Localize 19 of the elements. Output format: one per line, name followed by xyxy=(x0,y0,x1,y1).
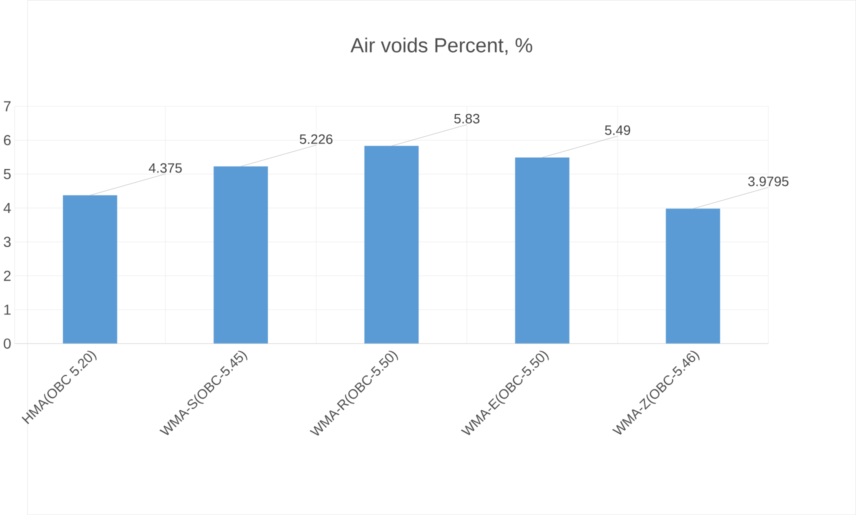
bar xyxy=(666,208,720,344)
y-tick-label: 0 xyxy=(4,338,11,349)
data-label: 4.375 xyxy=(148,163,182,173)
y-tick-label: 4 xyxy=(4,203,11,214)
y-tick-label: 7 xyxy=(4,101,11,112)
y-tick-label: 5 xyxy=(4,169,11,180)
data-label: 5.49 xyxy=(605,126,630,136)
bar xyxy=(515,158,570,344)
data-label: 5.226 xyxy=(300,134,332,144)
y-tick-label: 6 xyxy=(4,135,11,146)
data-label: 3.9795 xyxy=(748,176,788,186)
y-tick-label: 2 xyxy=(4,270,11,281)
chart-title: Air voids Percent, % xyxy=(350,38,532,55)
y-tick-label: 1 xyxy=(4,304,11,315)
y-tick-label: 3 xyxy=(4,236,11,248)
bar xyxy=(364,146,419,344)
data-label: 5.83 xyxy=(454,114,480,124)
bar xyxy=(214,166,268,344)
bar xyxy=(62,195,118,344)
